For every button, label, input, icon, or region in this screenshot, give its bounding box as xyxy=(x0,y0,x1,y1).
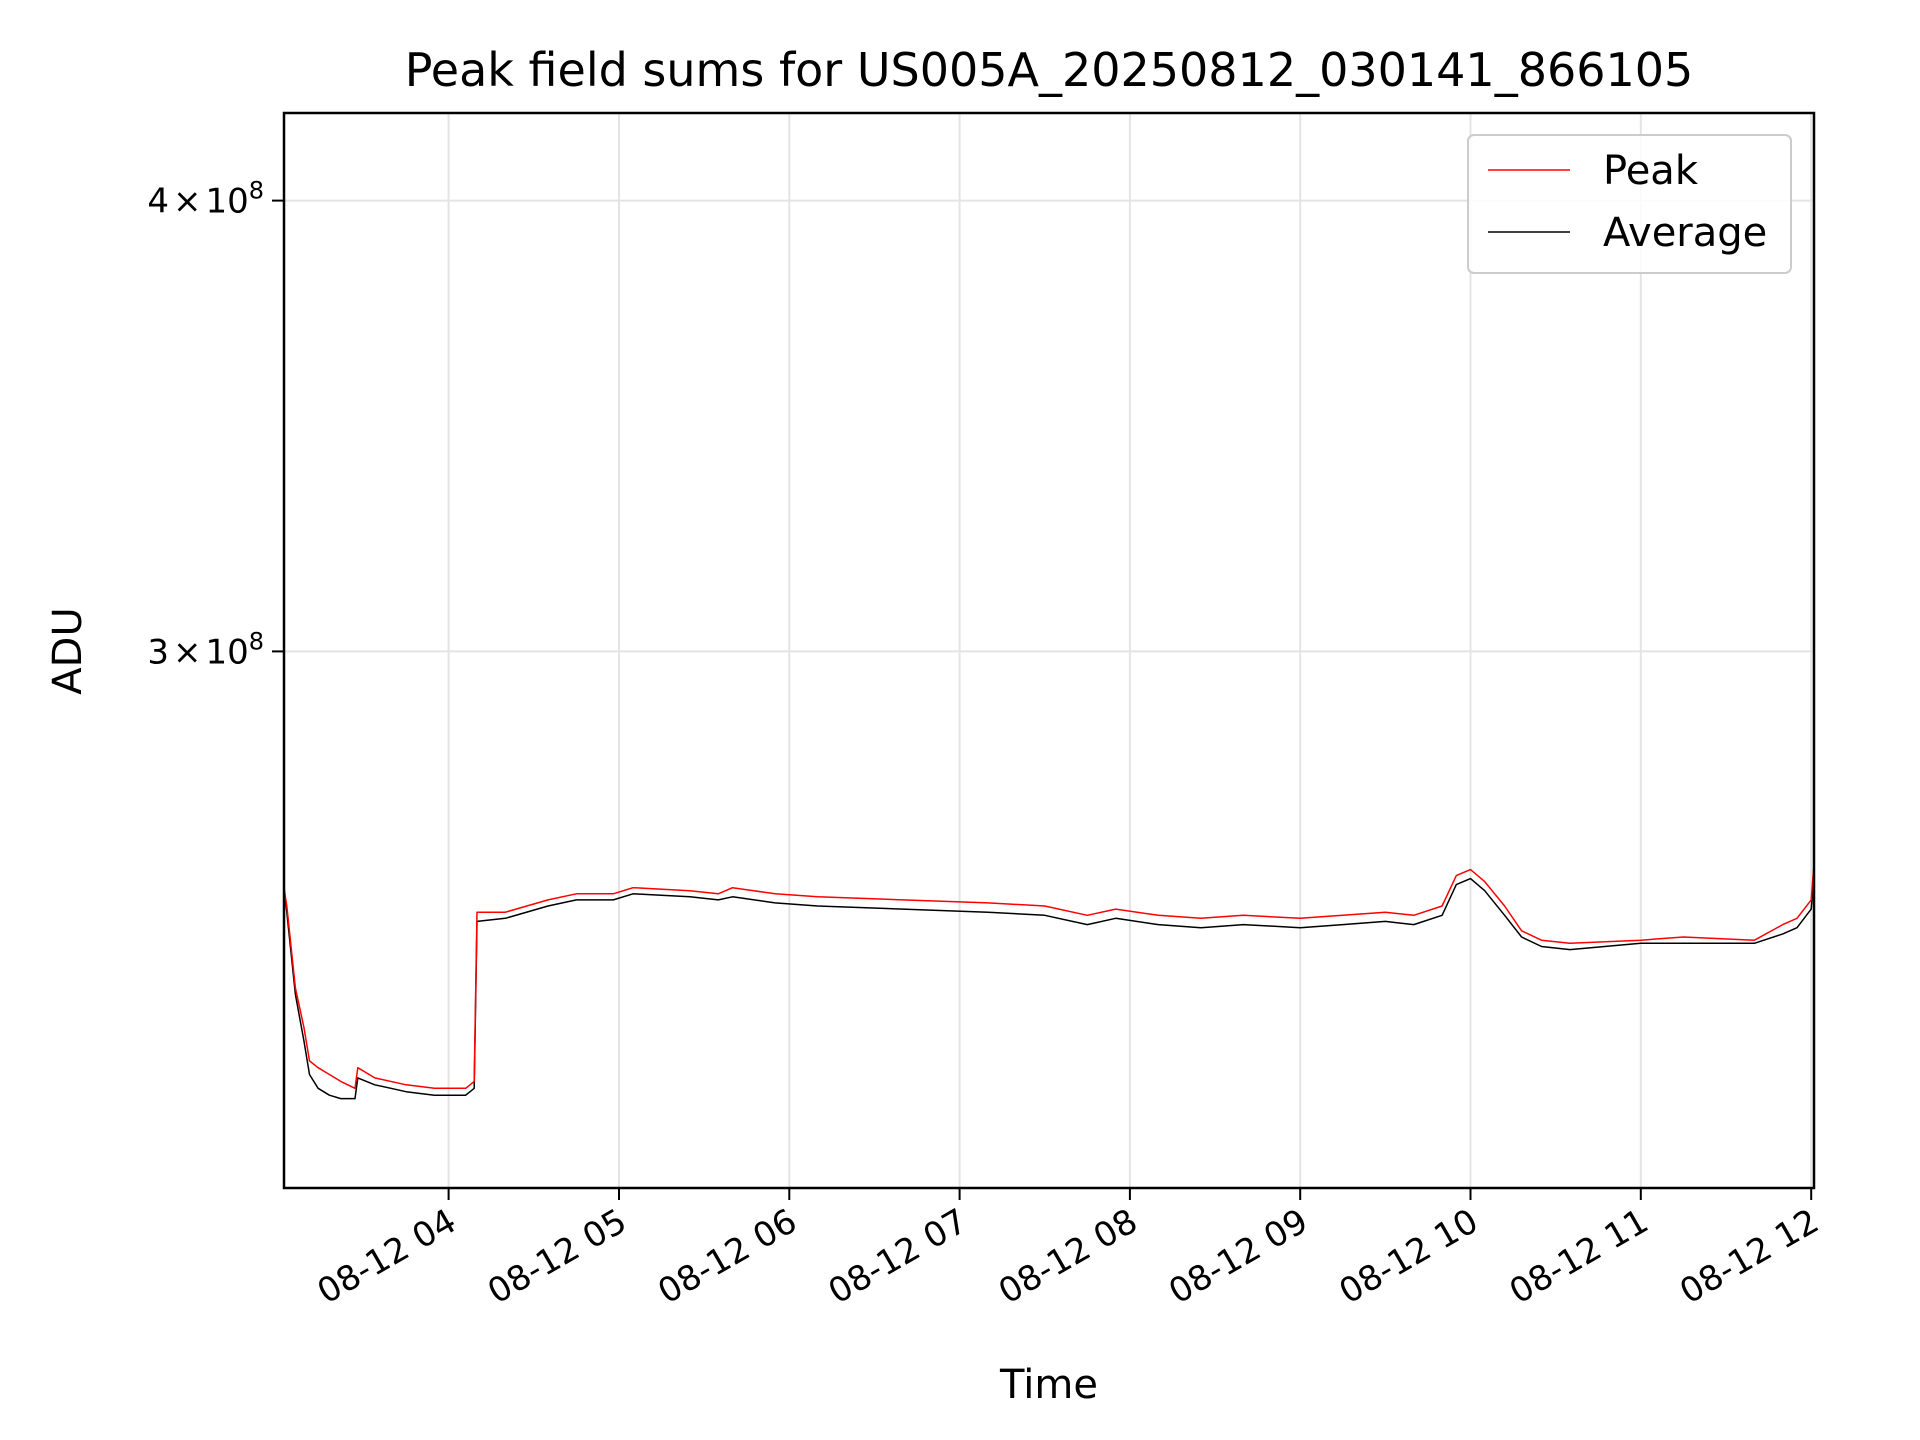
x-tick-label: 08-12 06 xyxy=(651,1201,803,1312)
x-tick-label: 08-12 08 xyxy=(992,1201,1144,1312)
y-tick-label-base: 10 xyxy=(205,632,248,672)
x-tick-label: 08-12 05 xyxy=(481,1201,633,1312)
x-tick-label: 08-12 12 xyxy=(1673,1201,1825,1312)
y-tick-label-mantissa: 3 xyxy=(147,632,169,672)
series-line-average xyxy=(283,776,1815,1100)
y-tick-label: 4 × 108 xyxy=(147,177,264,222)
chart-title: Peak field sums for US005A_20250812_0301… xyxy=(405,43,1694,97)
y-tick-label-exp: 8 xyxy=(249,177,264,205)
y-tick-label-base: 10 xyxy=(205,182,248,222)
y-tick-label-exp: 8 xyxy=(249,627,264,655)
x-tick-label: 08-12 04 xyxy=(311,1201,463,1312)
y-tick-label: 3 × 108 xyxy=(147,627,264,672)
x-axis-label: Time xyxy=(999,1362,1098,1408)
y-axis-label: ADU xyxy=(45,607,91,694)
legend-label-peak: Peak xyxy=(1603,148,1699,194)
legend-label-average: Average xyxy=(1603,210,1767,256)
y-tick-label-mantissa: 4 xyxy=(147,182,169,222)
x-tick-label: 08-12 09 xyxy=(1162,1201,1314,1312)
y-tick-label-times: × xyxy=(173,632,202,672)
x-tick-label: 08-12 07 xyxy=(822,1201,974,1312)
x-tick-label: 08-12 10 xyxy=(1333,1201,1485,1312)
grid xyxy=(284,113,1814,1188)
series-group xyxy=(283,113,1815,1100)
x-tick-label: 08-12 11 xyxy=(1503,1201,1655,1312)
x-axis: 08-12 04 08-12 05 08-12 06 08-12 07 08-12 08… xyxy=(311,1188,1826,1312)
y-tick-label-times: × xyxy=(173,182,202,222)
series-line-peak xyxy=(283,113,1815,1090)
legend: Peak Average xyxy=(1467,134,1792,274)
